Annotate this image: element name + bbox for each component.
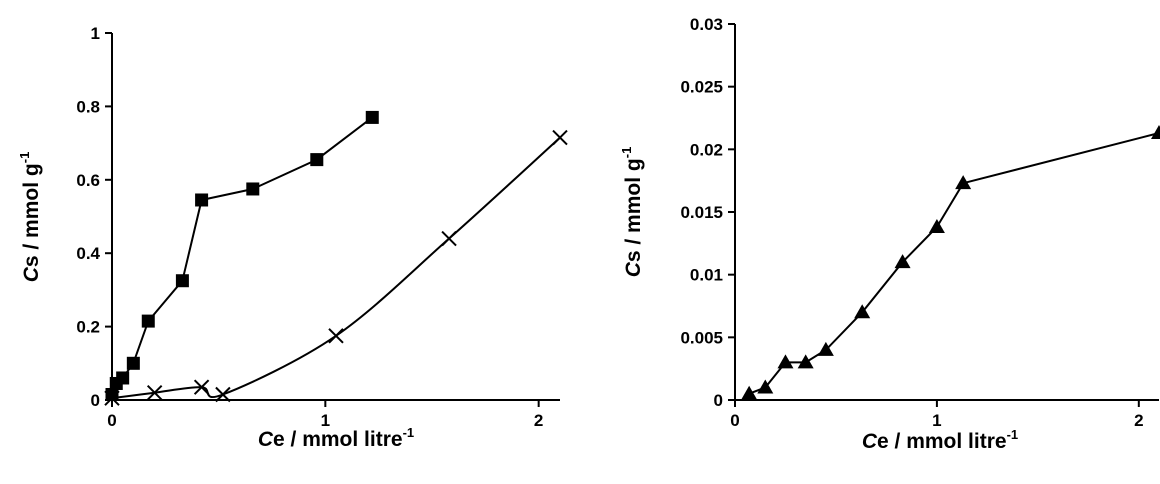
y-tick-label: 0.01	[690, 266, 723, 285]
x-marker-3	[215, 386, 231, 403]
y-axis-label: Cs / mmol g-1	[619, 147, 645, 278]
x-axis-label: Ce / mmol litre-1	[258, 425, 414, 451]
x-tick-label: 2	[1134, 411, 1143, 430]
x-marker-5	[441, 230, 457, 247]
series-2-x	[104, 129, 568, 406]
series-line	[111, 116, 373, 395]
triangle-marker-2	[777, 354, 794, 369]
series-line	[748, 132, 1160, 395]
triangle-marker-0	[741, 385, 758, 400]
x-marker-6	[552, 129, 568, 146]
y-tick-label: 0.005	[680, 328, 723, 347]
y-tick-label: 0.8	[76, 97, 100, 116]
triangle-marker-7	[928, 219, 945, 234]
y-tick-label: 0	[714, 391, 723, 410]
square-marker-3	[126, 356, 140, 370]
x-tick-label: 0	[730, 411, 739, 430]
square-marker-8	[310, 153, 324, 167]
series-line	[111, 136, 561, 400]
y-tick-label: 0.6	[76, 171, 100, 190]
y-tick-label: 0.025	[680, 78, 723, 97]
x-marker-2	[193, 379, 210, 395]
triangle-marker-6	[894, 254, 911, 269]
triangle-marker-1	[757, 379, 774, 394]
square-marker-4	[141, 314, 155, 328]
y-tick-label: 0.4	[76, 244, 100, 263]
x-axis-label: Ce / mmol litre-1	[862, 427, 1018, 453]
square-marker-6	[195, 193, 209, 207]
y-tick-label: 1	[91, 24, 100, 43]
x-marker-0	[104, 390, 120, 406]
triangle-marker-3	[797, 354, 814, 369]
series-1-triangle	[741, 125, 1160, 400]
triangle-marker-4	[817, 341, 834, 356]
square-marker-5	[175, 274, 189, 288]
triangle-marker-9	[1151, 125, 1160, 140]
x-tick-label: 2	[534, 411, 543, 430]
x-marker-1	[146, 384, 163, 401]
x-tick-label: 0	[107, 411, 116, 430]
y-tick-label: 0.03	[690, 15, 723, 34]
chart-panel-1: 0 0.2 0.4 0.6 0.8 1 0 1 2	[76, 24, 568, 430]
square-marker-9	[365, 110, 379, 124]
triangle-marker-8	[955, 175, 972, 190]
y-tick-label: 0.015	[680, 203, 723, 222]
y-axis-label: Cs / mmol g-1	[17, 152, 43, 283]
chart-panel-2: 0 0.005 0.01 0.015 0.02 0.025 0.03 0 1 2	[680, 15, 1160, 430]
x-tick-label: 1	[321, 411, 330, 430]
square-marker-2	[116, 371, 130, 385]
x-marker-4	[328, 328, 344, 344]
x-tick-label: 1	[932, 411, 941, 430]
triangle-marker-5	[854, 304, 871, 319]
square-marker-7	[246, 182, 260, 196]
y-tick-label: 0.02	[690, 140, 723, 159]
y-tick-label: 0	[91, 391, 100, 410]
series-1-square	[105, 110, 379, 401]
y-tick-label: 0.2	[76, 318, 100, 337]
